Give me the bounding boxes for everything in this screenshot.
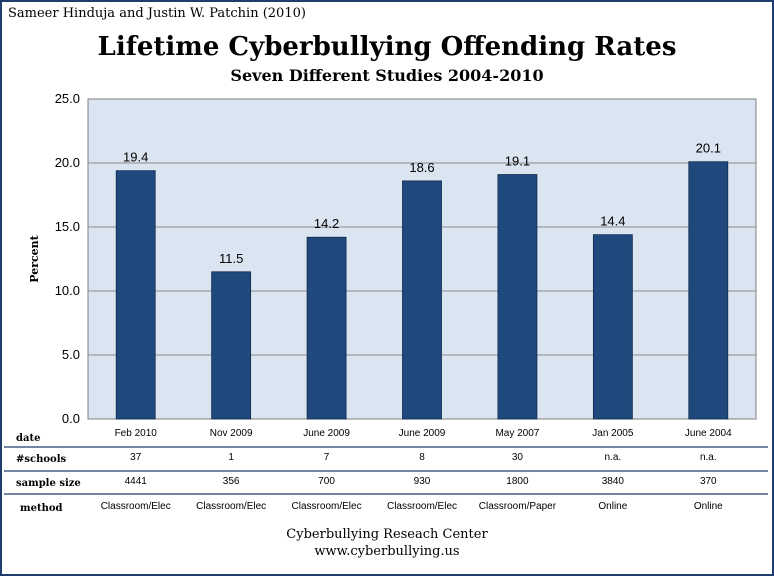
table-cell: 1 — [228, 452, 234, 463]
table-row-header: sample size — [16, 478, 81, 489]
table-cell: Online — [598, 501, 627, 512]
table-cell: 3840 — [602, 476, 625, 487]
table-cell: 7 — [324, 452, 330, 463]
table-cell: Online — [694, 501, 723, 512]
data-label: 11.5 — [219, 251, 243, 266]
bar — [306, 236, 347, 420]
footer-organization: Cyberbullying Reseach Center — [286, 527, 488, 542]
table-cell: Classroom/Elec — [196, 501, 266, 512]
bar-chart: 0.05.010.015.020.025.0 19.411.514.218.6 1… — [4, 91, 768, 514]
table-cell: June 2004 — [685, 428, 732, 439]
table-cell: June 2009 — [399, 428, 446, 439]
data-labels: 19.4 11.5 14.2 18.6 19.1 14.4 20.1 — [123, 141, 721, 266]
table-cell: June 2009 — [303, 428, 350, 439]
bar — [592, 234, 633, 420]
data-label: 14.4 — [600, 214, 625, 229]
table-cell: 8 — [419, 452, 425, 463]
table-cell: Jan 2005 — [592, 428, 634, 439]
table-row-header: method — [20, 503, 63, 514]
chart-subtitle: Seven Different Studies 2004-2010 — [230, 66, 544, 85]
table-cell: Classroom/Elec — [387, 501, 457, 512]
table-cell: Nov 2009 — [210, 428, 253, 439]
study-table: date Feb 2010 Nov 2009 June 2009 June 2009 Ma… — [4, 428, 768, 514]
data-label: 20.1 — [696, 141, 721, 156]
bar — [497, 174, 538, 420]
chart-title: Lifetime Cyberbullying Offending Rates — [97, 32, 677, 62]
table-cell: 30 — [512, 452, 524, 463]
y-tick-label: 5.0 — [62, 347, 80, 362]
y-tick-label: 25.0 — [55, 91, 80, 106]
author-credit: Sameer Hinduja and Justin W. Patchin (20… — [8, 6, 306, 21]
table-cell: 356 — [223, 476, 240, 487]
table-cell: n.a. — [605, 452, 622, 463]
y-tick-label: 0.0 — [62, 411, 80, 426]
table-cell: May 2007 — [495, 428, 539, 439]
data-label: 19.4 — [123, 150, 148, 165]
table-cell: Classroom/Elec — [292, 501, 362, 512]
y-tick-label: 20.0 — [55, 155, 80, 170]
table-cell: 370 — [700, 476, 717, 487]
table-row-header: #schools — [16, 454, 67, 465]
table-cell: Feb 2010 — [115, 428, 158, 439]
table-cell: n.a. — [700, 452, 717, 463]
bar — [211, 271, 252, 420]
table-cell: 37 — [130, 452, 142, 463]
table-cell: 700 — [318, 476, 335, 487]
data-label: 18.6 — [409, 160, 434, 175]
bars — [115, 161, 729, 420]
y-tick-label: 10.0 — [55, 283, 80, 298]
table-row-header: date — [16, 433, 40, 444]
table-cell: Classroom/Elec — [101, 501, 171, 512]
table-cell: 930 — [414, 476, 431, 487]
bar — [688, 161, 729, 420]
data-label: 14.2 — [314, 216, 339, 231]
table-cell: Classroom/Paper — [479, 501, 557, 512]
y-tick-label: 15.0 — [55, 219, 80, 234]
bar — [402, 180, 442, 420]
bar — [115, 170, 156, 420]
footer-url: www.cyberbullying.us — [314, 544, 460, 559]
y-axis-label: Percent — [28, 234, 41, 282]
y-axis-ticks: 0.0 5.0 10.0 15.0 20.0 25.0 — [55, 91, 80, 426]
table-cell: 4441 — [125, 476, 148, 487]
table-cell: 1800 — [506, 476, 529, 487]
data-label: 19.1 — [505, 154, 530, 169]
